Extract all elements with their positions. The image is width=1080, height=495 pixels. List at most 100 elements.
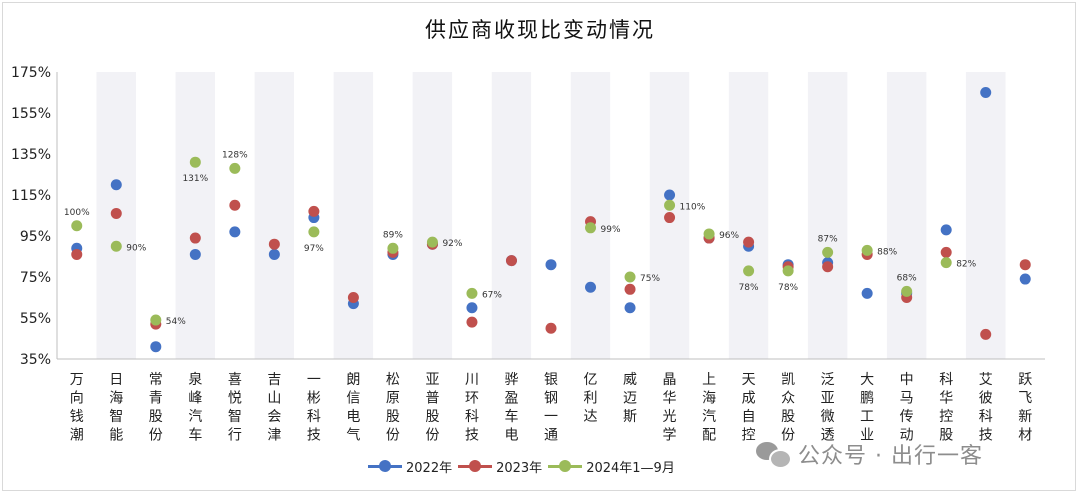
legend-marker-2022 (368, 459, 402, 473)
category-band (768, 72, 808, 359)
data-point-2024 (743, 265, 755, 277)
category-band (57, 72, 97, 359)
data-label: 128% (222, 150, 248, 160)
category-band (570, 72, 611, 359)
data-point-2024 (861, 244, 873, 256)
data-point-2024 (703, 228, 715, 240)
data-point-2022 (189, 248, 201, 260)
x-tick-label: 亚普股份 (425, 372, 439, 444)
x-tick-label: 科华控股 (939, 372, 953, 444)
y-tick-label: 35% (20, 352, 51, 368)
data-point-2024 (110, 240, 122, 252)
y-tick-label: 115% (11, 188, 51, 204)
y-tick-label: 135% (11, 147, 51, 163)
data-point-2022 (150, 341, 162, 353)
data-label: 90% (126, 243, 146, 253)
x-tick-label: 川环科技 (465, 372, 479, 444)
category-band (412, 72, 453, 359)
data-point-2024 (782, 265, 794, 277)
data-point-2024 (664, 199, 676, 211)
y-tick-label: 175% (11, 65, 51, 81)
data-point-2023 (545, 322, 557, 334)
data-point-2024 (150, 314, 162, 326)
data-point-2024 (387, 242, 399, 254)
x-tick-label: 上海汽配 (702, 372, 716, 444)
category-band (926, 72, 966, 359)
y-tick-label: 155% (11, 106, 51, 122)
data-point-2023 (822, 261, 834, 273)
category-band (373, 72, 413, 359)
x-tick-label: 亿利达 (584, 372, 598, 425)
scatter-chart: 175% 155% 135% 115% 95% 75% 55% 35% 万向钱潮 日海智能 常青股… (11, 65, 1045, 444)
data-label: 99% (601, 225, 621, 235)
chart-title: 供应商收现比变动情况 (425, 18, 655, 42)
y-tick-label: 95% (20, 229, 51, 245)
category-band (175, 72, 216, 359)
watermark: 公众号 · 出行一客 (756, 438, 983, 470)
y-tick-label: 75% (20, 270, 51, 286)
data-point-2024 (71, 220, 83, 232)
data-point-2024 (585, 222, 597, 234)
x-tick-label: 泉峰汽车 (188, 371, 202, 444)
data-label: 78% (778, 283, 798, 293)
watermark-text: 公众号 · 出行一客 (798, 444, 983, 469)
x-tick-label: 喜悦智行 (228, 372, 242, 444)
x-tick-label: 日海智能 (109, 372, 123, 444)
category-band (254, 72, 295, 359)
data-label: 67% (482, 290, 502, 300)
x-tick-label: 天成自控 (742, 372, 756, 444)
data-point-2022 (664, 189, 676, 201)
legend-marker-2023 (458, 459, 493, 473)
data-point-2022 (466, 302, 478, 314)
legend-label-2024: 2024年1—9月 (586, 460, 675, 476)
x-tick-label: 泛亚微透 (821, 372, 835, 444)
legend-item-2023: 2023年 (458, 457, 542, 476)
data-label: 54% (166, 317, 186, 327)
legend-dot-2023 (469, 460, 482, 472)
data-point-2023 (110, 207, 122, 219)
data-label: 78% (739, 283, 759, 293)
data-point-2023 (1019, 259, 1031, 271)
y-tick-label: 55% (20, 311, 51, 327)
x-tick-label: 朗信电气 (346, 372, 360, 444)
data-point-2023 (664, 212, 676, 224)
data-point-2024 (901, 285, 913, 297)
data-point-2023 (624, 283, 636, 295)
data-point-2023 (743, 236, 755, 248)
data-label: 88% (877, 247, 897, 257)
category-band (886, 72, 927, 359)
legend-item-2022: 2022年 (368, 457, 452, 476)
x-tick-label: 常青股份 (149, 372, 163, 444)
data-point-2023 (268, 238, 280, 250)
category-band (1005, 72, 1045, 359)
x-tick-label: 晶华光学 (663, 372, 677, 444)
category-band (136, 72, 176, 359)
x-tick-label: 跃飞新材 (1018, 372, 1032, 444)
legend-dot-2022 (379, 460, 391, 472)
category-band (610, 72, 650, 359)
category-band (333, 72, 374, 359)
data-point-2022 (229, 226, 241, 238)
category-band (531, 72, 571, 359)
x-tick-label: 凯众股份 (781, 372, 795, 444)
x-tick-label: 万向钱潮 (70, 372, 84, 444)
data-label: 131% (182, 174, 208, 184)
data-label: 82% (956, 260, 976, 270)
legend-dot-2024 (559, 460, 572, 472)
data-point-2024 (624, 271, 636, 283)
category-band (215, 72, 255, 359)
data-point-2023 (940, 246, 952, 258)
data-point-2023 (189, 232, 201, 244)
category-band (689, 72, 729, 359)
data-point-2024 (822, 246, 834, 258)
data-point-2022 (545, 259, 557, 271)
data-point-2022 (940, 224, 952, 236)
data-label: 75% (640, 274, 660, 284)
legend-label-2022: 2022年 (406, 460, 453, 476)
data-label: 92% (442, 239, 462, 249)
data-point-2023 (347, 292, 359, 303)
data-label: 110% (680, 202, 706, 212)
data-label: 89% (383, 230, 403, 240)
data-point-2024 (940, 257, 952, 269)
data-point-2022 (1019, 273, 1031, 285)
